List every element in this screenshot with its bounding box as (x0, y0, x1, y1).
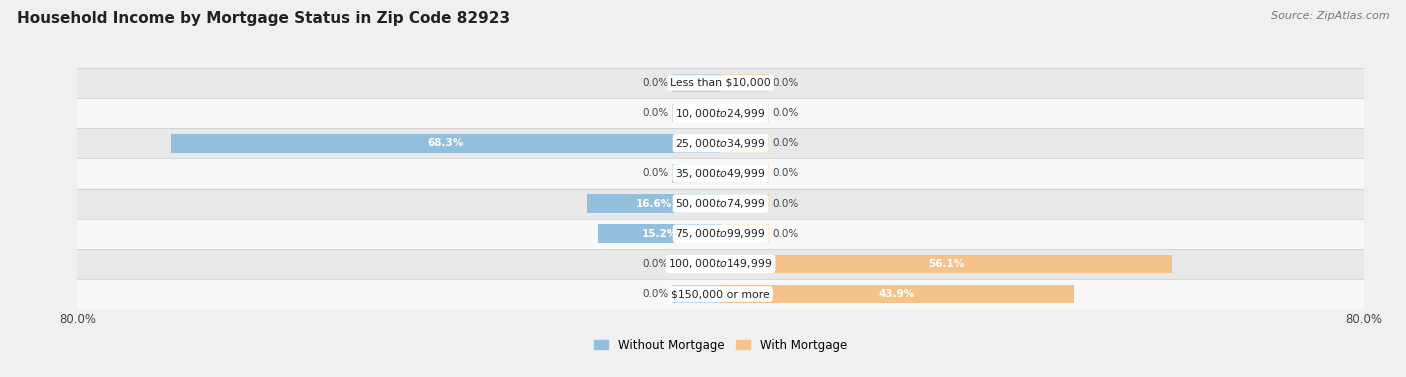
Bar (77, 188, 1364, 219)
Text: 0.0%: 0.0% (643, 108, 668, 118)
Bar (721, 194, 769, 213)
Text: 0.0%: 0.0% (773, 169, 799, 178)
Bar (77, 249, 1364, 279)
Bar (172, 134, 721, 153)
Text: 43.9%: 43.9% (879, 289, 915, 299)
Bar (672, 74, 721, 92)
Bar (721, 104, 769, 123)
Text: 0.0%: 0.0% (773, 138, 799, 148)
Bar (77, 158, 1364, 188)
Bar (77, 128, 1364, 158)
Bar (77, 219, 1364, 249)
Text: Less than $10,000: Less than $10,000 (671, 78, 770, 88)
Text: 68.3%: 68.3% (427, 138, 464, 148)
Bar (588, 194, 721, 213)
Text: $75,000 to $99,999: $75,000 to $99,999 (675, 227, 766, 240)
Bar (721, 285, 1074, 303)
Text: Household Income by Mortgage Status in Zip Code 82923: Household Income by Mortgage Status in Z… (17, 11, 510, 26)
Bar (672, 104, 721, 123)
Text: 56.1%: 56.1% (928, 259, 965, 269)
Text: 0.0%: 0.0% (773, 229, 799, 239)
Text: 15.2%: 15.2% (641, 229, 678, 239)
Text: 0.0%: 0.0% (773, 78, 799, 88)
Text: 0.0%: 0.0% (643, 169, 668, 178)
Bar (77, 68, 1364, 98)
Text: $35,000 to $49,999: $35,000 to $49,999 (675, 167, 766, 180)
Text: $10,000 to $24,999: $10,000 to $24,999 (675, 107, 766, 120)
Text: 0.0%: 0.0% (643, 259, 668, 269)
Text: 16.6%: 16.6% (636, 199, 672, 208)
Bar (721, 74, 769, 92)
Bar (672, 254, 721, 273)
Text: $100,000 to $149,999: $100,000 to $149,999 (668, 257, 773, 270)
Text: 0.0%: 0.0% (773, 199, 799, 208)
Bar (721, 134, 769, 153)
Text: $25,000 to $34,999: $25,000 to $34,999 (675, 137, 766, 150)
Legend: Without Mortgage, With Mortgage: Without Mortgage, With Mortgage (589, 334, 852, 356)
Bar (672, 285, 721, 303)
Text: $150,000 or more: $150,000 or more (671, 289, 770, 299)
Bar (721, 164, 769, 183)
Text: 0.0%: 0.0% (773, 108, 799, 118)
Bar (77, 98, 1364, 128)
Text: Source: ZipAtlas.com: Source: ZipAtlas.com (1271, 11, 1389, 21)
Bar (599, 224, 721, 243)
Bar (721, 224, 769, 243)
Text: 0.0%: 0.0% (643, 289, 668, 299)
Text: $50,000 to $74,999: $50,000 to $74,999 (675, 197, 766, 210)
Bar (721, 254, 1171, 273)
Bar (672, 164, 721, 183)
Bar (77, 279, 1364, 309)
Text: 0.0%: 0.0% (643, 78, 668, 88)
